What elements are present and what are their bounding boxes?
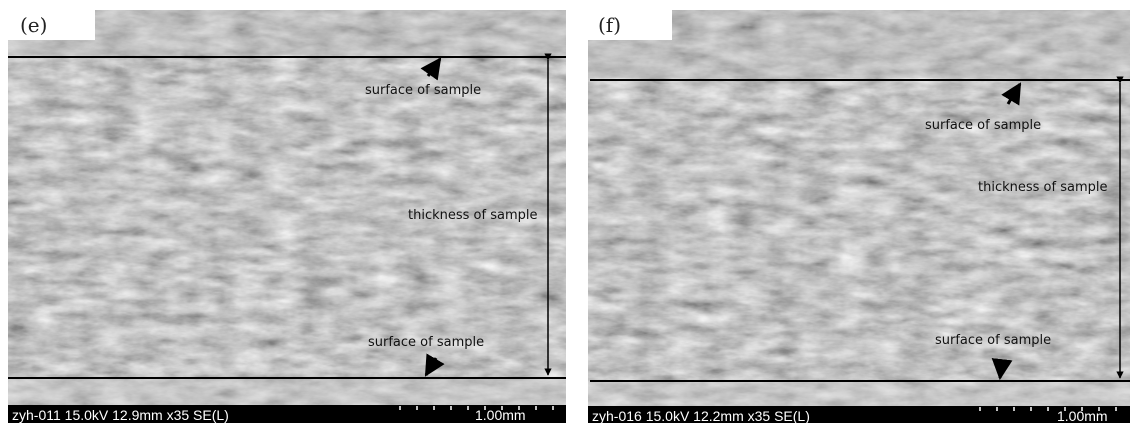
panel-label: (e) xyxy=(20,13,47,37)
info-text: zyh-011 15.0kV 12.9mm x35 SE(L) xyxy=(12,407,229,423)
pointer-arrow xyxy=(1000,360,1002,378)
panel-label: (f) xyxy=(598,13,621,37)
annotation: surface of sample xyxy=(365,83,481,98)
annotation: surface of sample xyxy=(925,118,1041,133)
panel-e: (e) surface of sample thickness of sampl… xyxy=(8,10,566,423)
info-text: zyh-016 15.0kV 12.2mm x35 SE(L) xyxy=(592,408,810,424)
annotation: thickness of sample xyxy=(408,208,537,223)
image-region xyxy=(8,378,566,405)
image-region xyxy=(588,381,1130,406)
annotation: surface of sample xyxy=(935,333,1051,348)
scale-label: 1.00mm xyxy=(475,407,526,423)
annotation: surface of sample xyxy=(368,335,484,350)
page: {"panels": [ {"label": "(e)", "annotatio… xyxy=(0,0,1137,428)
figure: (e) surface of sample thickness of sampl… xyxy=(0,0,1137,428)
panel-f: (f) surface of sample thickness of sampl… xyxy=(588,10,1130,424)
annotation: thickness of sample xyxy=(978,180,1107,195)
